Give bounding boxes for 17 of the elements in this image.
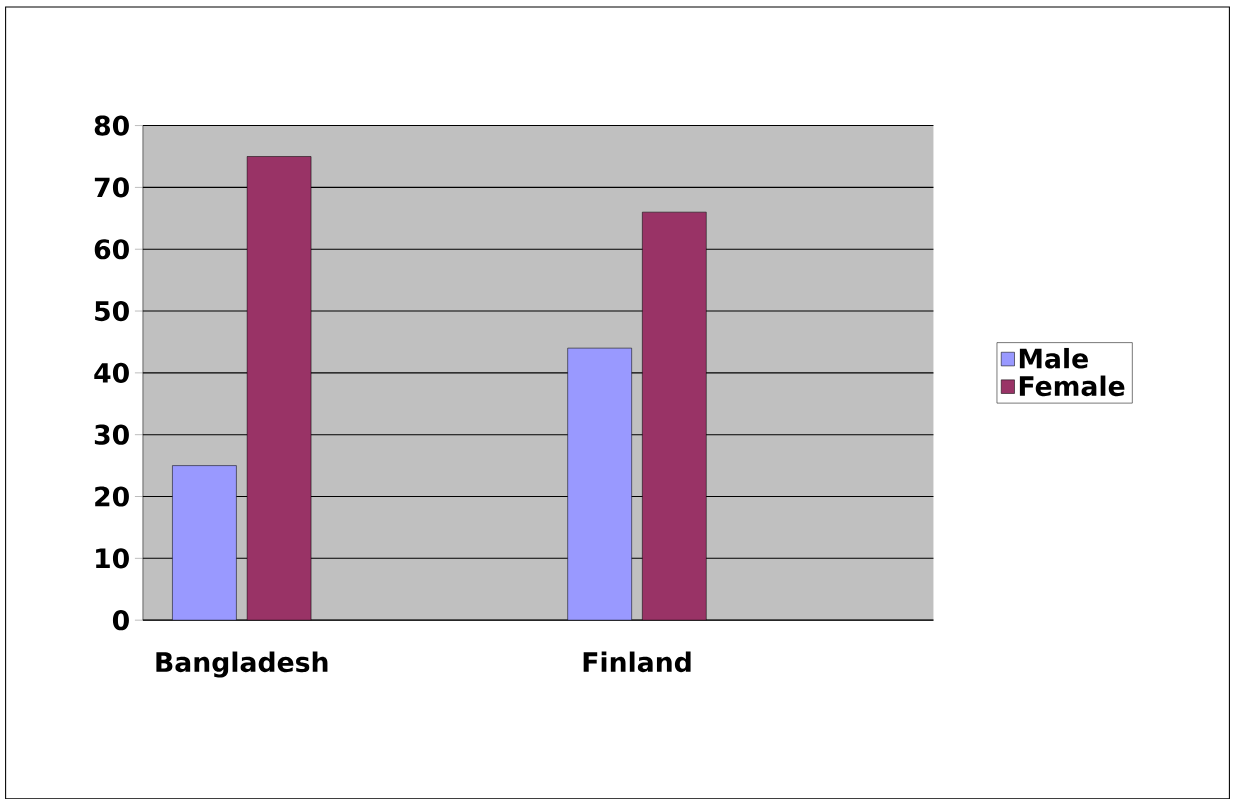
y-tick-label: 30 bbox=[94, 424, 129, 445]
x-tick-label: Finland bbox=[583, 651, 691, 673]
legend-label: Female bbox=[1019, 375, 1125, 397]
x-tick-label: Bangladesh bbox=[156, 651, 328, 678]
y-tick-label: 40 bbox=[94, 362, 129, 383]
bar bbox=[642, 211, 707, 620]
y-tick-label: 70 bbox=[94, 177, 129, 198]
y-tick-label: 50 bbox=[95, 300, 129, 321]
legend-label: Male bbox=[1019, 347, 1088, 369]
y-tick-label: 10 bbox=[96, 548, 129, 569]
bar bbox=[247, 156, 312, 620]
y-tick-label: 0 bbox=[112, 609, 129, 631]
bar bbox=[567, 347, 632, 620]
bar bbox=[172, 465, 237, 620]
y-tick-label: 60 bbox=[94, 238, 129, 260]
y-tick-label: 80 bbox=[94, 115, 129, 136]
y-tick-label: 20 bbox=[95, 486, 129, 507]
